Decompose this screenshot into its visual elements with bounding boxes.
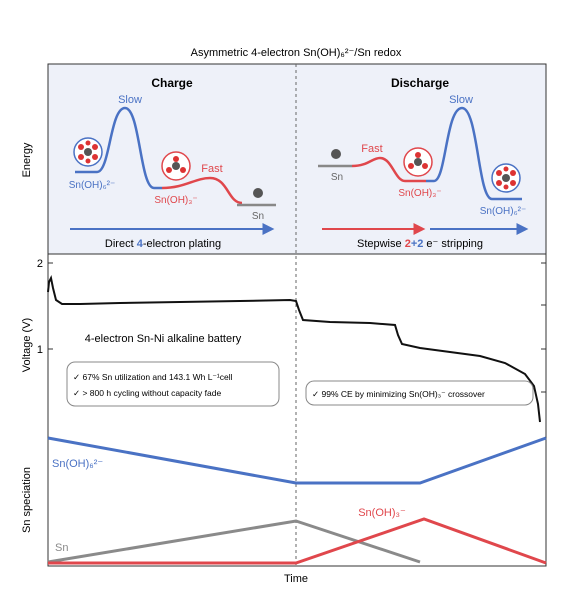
- charge-species-sn: Sn: [252, 211, 264, 222]
- voltage-axis-label: Voltage (V): [21, 318, 33, 372]
- hex-species-label: Sn(OH)₆²⁻: [52, 458, 103, 470]
- energy-panel: [48, 64, 546, 254]
- sn-atom-icon: [253, 188, 263, 198]
- discharge-species-sn: Sn: [331, 172, 343, 183]
- voltage-curve: [47, 274, 541, 423]
- sn-oh6-molecule-icon: [491, 163, 521, 193]
- discharge-slow-barrier: [426, 106, 522, 201]
- discharge-fast-barrier: [351, 156, 426, 183]
- speciation-axis-label: Sn speciation: [21, 467, 33, 533]
- charge-note-2: ✓ > 800 h cycling without capacity fade: [73, 388, 221, 398]
- sn-species-line: [47, 519, 421, 564]
- discharge-note: ✓ 99% CE by minimizing Sn(OH)₃⁻ crossove…: [312, 389, 485, 399]
- charge-slow-label: Slow: [118, 94, 142, 106]
- charge-fast-barrier: [161, 176, 243, 205]
- discharge-fast-label: Fast: [361, 143, 382, 155]
- tri-species-line: [48, 517, 547, 565]
- sn-species-label: Sn: [55, 542, 68, 554]
- discharge-species-tri: Sn(OH)₃⁻: [398, 188, 441, 199]
- charge-arrow-text: Direct 4-electron plating: [105, 238, 221, 250]
- figure-title: Asymmetric 4-electron Sn(OH)₆²⁻/Sn redox: [191, 47, 402, 59]
- plot-frame: [47, 63, 547, 567]
- charge-fast-label: Fast: [201, 163, 222, 175]
- discharge-species-hex: Sn(OH)₆²⁻: [480, 206, 527, 217]
- charge-note-1: ✓ 67% Sn utilization and 143.1 Wh L⁻¹cel…: [73, 372, 233, 382]
- charge-slow-barrier: [75, 106, 162, 190]
- discharge-notes-box: [305, 380, 534, 406]
- charge-species-tri: Sn(OH)₃⁻: [154, 195, 197, 206]
- sn-atom-icon: [331, 149, 341, 159]
- hex-species-line: [47, 436, 547, 485]
- volt-tick-label-1: 1: [37, 344, 43, 356]
- charge-species-hex: Sn(OH)₆²⁻: [69, 180, 116, 191]
- time-axis-label: Time: [284, 573, 308, 585]
- charge-notes-box: [66, 361, 280, 407]
- energy-axis-label: Energy: [21, 142, 33, 177]
- discharge-arrow-text: Stepwise 2+2 e⁻ stripping: [357, 238, 483, 250]
- sn-oh3-molecule-icon: [161, 151, 191, 181]
- discharge-slow-label: Slow: [449, 94, 473, 106]
- sn-oh3-molecule-icon: [403, 147, 433, 177]
- sn-oh6-molecule-icon: [73, 137, 103, 167]
- discharge-heading: Discharge: [391, 76, 449, 90]
- charge-heading: Charge: [151, 76, 193, 90]
- tri-species-label: Sn(OH)₃⁻: [358, 507, 406, 519]
- battery-name: 4-electron Sn-Ni alkaline battery: [85, 333, 242, 345]
- volt-tick-label-2: 2: [37, 258, 43, 270]
